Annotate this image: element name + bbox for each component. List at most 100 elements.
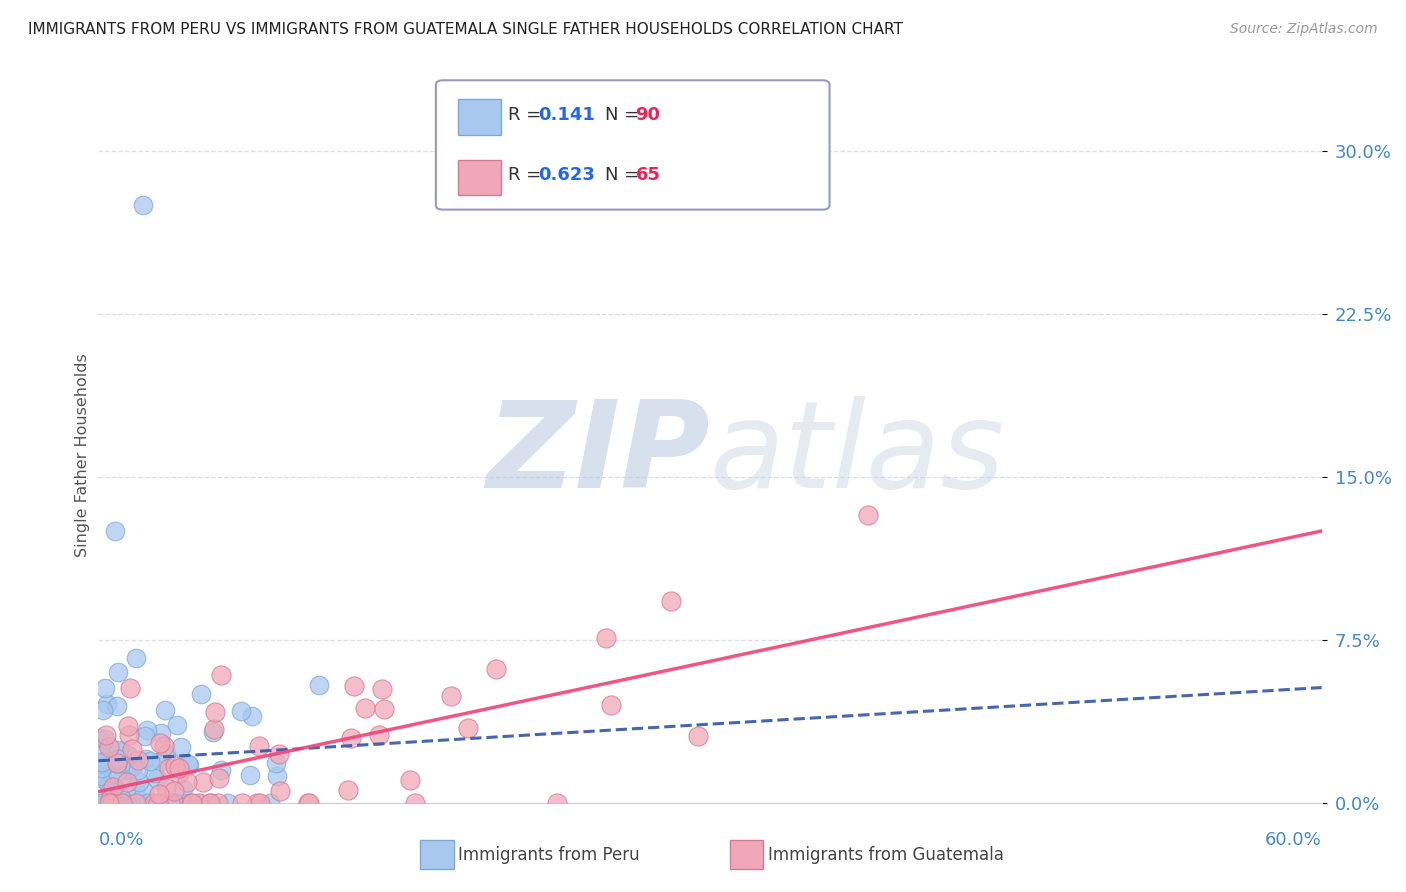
- Point: [103, 795, 125, 809]
- Point: [148, 788, 170, 802]
- Point: [177, 757, 200, 772]
- Point: [202, 724, 225, 739]
- Point: [124, 781, 146, 796]
- Point: [339, 731, 361, 745]
- Point: [209, 763, 232, 777]
- Point: [180, 796, 202, 810]
- Point: [217, 796, 239, 810]
- Point: [96, 796, 118, 810]
- Point: [89, 757, 111, 772]
- Point: [97, 755, 120, 769]
- Point: [153, 796, 176, 810]
- Text: 60.0%: 60.0%: [1265, 830, 1322, 848]
- Point: [143, 796, 166, 810]
- Point: [122, 758, 145, 772]
- Point: [134, 796, 156, 810]
- Point: [142, 766, 165, 780]
- Point: [249, 796, 271, 810]
- Point: [125, 650, 148, 665]
- Point: [97, 779, 120, 793]
- Point: [208, 771, 231, 785]
- Point: [97, 739, 120, 754]
- Point: [152, 739, 174, 753]
- Point: [163, 796, 186, 810]
- Point: [90, 771, 112, 785]
- Point: [100, 796, 122, 810]
- Point: [191, 774, 214, 789]
- Point: [149, 754, 172, 768]
- Point: [96, 697, 118, 711]
- Point: [105, 698, 128, 713]
- Point: [188, 796, 211, 810]
- Point: [87, 731, 110, 746]
- Point: [209, 668, 232, 682]
- Point: [105, 793, 128, 807]
- Point: [166, 717, 188, 731]
- Point: [94, 754, 117, 768]
- Point: [190, 688, 212, 702]
- Text: ZIP: ZIP: [486, 396, 710, 514]
- Point: [200, 796, 222, 810]
- Point: [107, 765, 129, 780]
- Point: [103, 796, 125, 810]
- Point: [231, 796, 253, 810]
- Point: [134, 729, 156, 743]
- Point: [101, 780, 124, 795]
- Point: [107, 665, 129, 680]
- Point: [107, 752, 129, 766]
- Point: [546, 796, 568, 810]
- Point: [336, 782, 359, 797]
- Point: [107, 756, 129, 771]
- Point: [202, 723, 225, 737]
- Point: [240, 709, 263, 723]
- Point: [484, 662, 506, 676]
- Point: [167, 761, 190, 775]
- Text: 0.623: 0.623: [538, 166, 595, 184]
- Point: [373, 702, 395, 716]
- Y-axis label: Single Father Households: Single Father Households: [75, 353, 90, 557]
- Point: [298, 796, 321, 810]
- Point: [105, 784, 128, 798]
- Point: [96, 752, 118, 766]
- Point: [207, 796, 229, 810]
- Point: [120, 681, 142, 695]
- Point: [91, 761, 114, 775]
- Point: [125, 796, 148, 810]
- Point: [139, 755, 162, 769]
- Point: [343, 679, 366, 693]
- Text: Immigrants from Peru: Immigrants from Peru: [458, 846, 640, 863]
- Point: [89, 765, 111, 780]
- Point: [97, 752, 120, 766]
- Point: [93, 732, 115, 747]
- Point: [153, 703, 176, 717]
- Point: [176, 775, 198, 789]
- Point: [104, 796, 127, 810]
- Point: [247, 739, 270, 754]
- Point: [440, 689, 463, 703]
- Point: [93, 796, 115, 810]
- Point: [97, 756, 120, 771]
- Point: [146, 772, 169, 787]
- Point: [98, 796, 121, 810]
- Point: [108, 743, 131, 757]
- Point: [155, 747, 177, 761]
- Point: [204, 706, 226, 720]
- Point: [94, 681, 117, 695]
- Point: [136, 796, 159, 810]
- Point: [115, 775, 138, 789]
- Point: [111, 744, 134, 758]
- Text: 0.0%: 0.0%: [98, 830, 143, 848]
- Point: [269, 747, 291, 762]
- Point: [134, 784, 156, 798]
- Point: [127, 753, 149, 767]
- Point: [173, 796, 195, 810]
- Point: [118, 728, 141, 742]
- Point: [110, 791, 132, 805]
- Point: [118, 763, 141, 777]
- Point: [457, 721, 479, 735]
- Point: [600, 698, 623, 713]
- Point: [167, 765, 190, 780]
- Point: [163, 796, 186, 810]
- Point: [98, 796, 121, 810]
- Point: [231, 704, 253, 718]
